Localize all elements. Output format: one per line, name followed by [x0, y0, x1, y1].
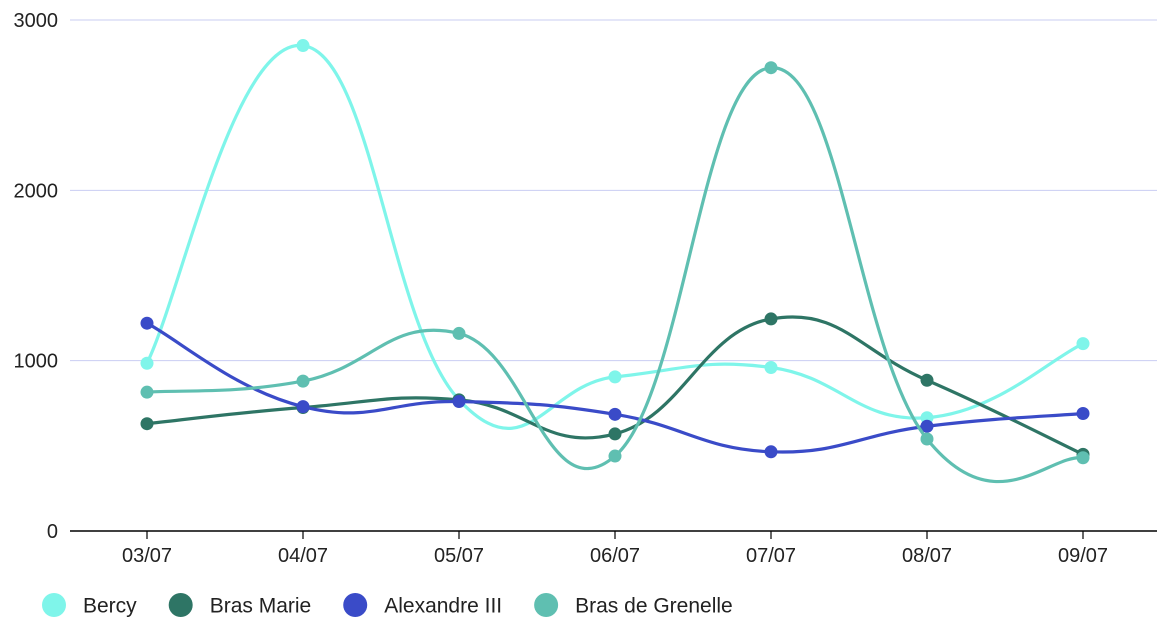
y-tick-label: 1000 [14, 351, 59, 373]
legend-swatch [168, 593, 193, 617]
data-point-bras-de-grenelle[interactable] [296, 374, 310, 388]
data-point-bras-marie[interactable] [140, 417, 154, 431]
data-point-bercy[interactable] [608, 370, 622, 384]
x-tick-label: 05/07 [434, 545, 484, 567]
legend-swatch [42, 593, 66, 617]
data-point-bras-de-grenelle[interactable] [764, 61, 778, 75]
series-layer [140, 39, 1090, 484]
y-tick-label: 0 [47, 521, 58, 543]
data-point-bercy[interactable] [140, 356, 154, 370]
data-point-bras-de-grenelle[interactable] [452, 326, 466, 340]
legend-swatch [343, 593, 368, 617]
data-point-alexandre-iii[interactable] [1076, 406, 1090, 420]
x-tick-label: 04/07 [278, 545, 328, 567]
x-tick-label: 03/07 [122, 545, 172, 567]
gridlines [70, 19, 1157, 362]
legend: Bercy Bras Marie Alexandre III Bras de Gren… [42, 593, 733, 618]
legend-item-bercy[interactable]: Bercy [42, 593, 137, 618]
series-line-bercy [145, 43, 1085, 430]
data-point-bras-marie[interactable] [920, 373, 934, 387]
axes: 0 1000 2000 3000 03/07 04/07 05/07 06/07 07/07 08… [14, 10, 1157, 567]
series-alexandre-iii [140, 316, 1090, 459]
x-tick-label: 08/07 [902, 545, 952, 567]
series-line-bras-de-grenelle [145, 66, 1085, 484]
data-point-alexandre-iii[interactable] [920, 419, 934, 433]
legend-item-bras-de-grenelle[interactable]: Bras de Grenelle [534, 593, 733, 618]
series-bras-de-grenelle [140, 61, 1090, 484]
data-point-alexandre-iii[interactable] [608, 407, 622, 421]
legend-item-alexandre-iii[interactable]: Alexandre III [343, 593, 502, 618]
data-point-bercy[interactable] [296, 39, 310, 53]
data-point-bras-de-grenelle[interactable] [608, 449, 622, 463]
data-point-alexandre-iii[interactable] [452, 395, 466, 409]
data-point-bras-marie[interactable] [608, 427, 622, 441]
x-tick-label: 07/07 [746, 545, 796, 567]
data-point-bercy[interactable] [1076, 337, 1090, 351]
data-point-bras-de-grenelle[interactable] [920, 432, 934, 446]
data-point-bras-marie[interactable] [764, 312, 778, 326]
legend-item-bras-marie[interactable]: Bras Marie [168, 593, 312, 618]
data-point-alexandre-iii[interactable] [764, 445, 778, 459]
legend-swatch [534, 593, 559, 617]
x-tick-label: 09/07 [1058, 545, 1108, 567]
series-bercy [140, 39, 1090, 430]
data-point-bras-de-grenelle[interactable] [1076, 451, 1090, 465]
legend-label: Alexandre III [384, 595, 502, 618]
legend-label: Bras de Grenelle [575, 595, 733, 618]
data-point-alexandre-iii[interactable] [296, 400, 310, 414]
data-point-alexandre-iii[interactable] [140, 316, 154, 330]
data-point-bercy[interactable] [764, 360, 778, 374]
legend-label: Bercy [83, 595, 137, 618]
data-point-bras-de-grenelle[interactable] [140, 385, 154, 399]
series-bras-marie [140, 312, 1090, 461]
y-tick-label: 2000 [14, 180, 59, 202]
legend-label: Bras Marie [210, 595, 312, 618]
y-tick-label: 3000 [14, 10, 59, 32]
x-tick-label: 06/07 [590, 545, 640, 567]
